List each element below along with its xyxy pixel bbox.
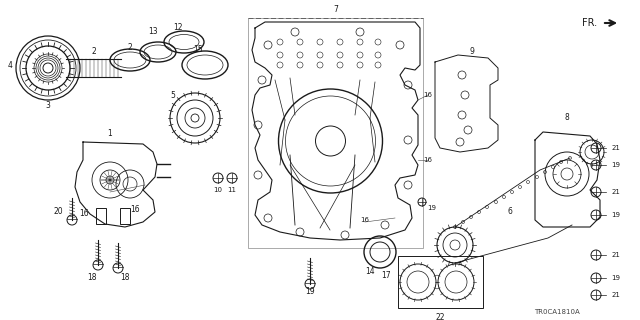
Text: 2: 2 <box>91 47 96 57</box>
Text: 21: 21 <box>612 292 620 298</box>
Text: 16: 16 <box>424 92 433 98</box>
Text: 13: 13 <box>148 28 158 36</box>
Text: 16: 16 <box>360 217 369 223</box>
Text: 21: 21 <box>612 252 620 258</box>
Text: 3: 3 <box>45 101 51 110</box>
Bar <box>120 208 130 224</box>
Text: 20: 20 <box>53 207 63 217</box>
Text: 8: 8 <box>564 114 570 123</box>
Text: 1: 1 <box>108 130 113 139</box>
Text: 14: 14 <box>365 268 375 276</box>
Text: 21: 21 <box>612 145 620 151</box>
Text: 9: 9 <box>470 47 474 57</box>
Bar <box>248 18 423 248</box>
Text: 19: 19 <box>611 212 621 218</box>
Text: 7: 7 <box>333 5 338 14</box>
Bar <box>398 256 483 308</box>
Text: 19: 19 <box>305 287 315 297</box>
Text: 21: 21 <box>612 189 620 195</box>
Text: 6: 6 <box>508 207 513 217</box>
Text: 16: 16 <box>79 210 89 219</box>
Text: 2: 2 <box>127 44 132 52</box>
Text: 19: 19 <box>428 205 436 211</box>
Text: 4: 4 <box>8 61 12 70</box>
Text: 16: 16 <box>130 205 140 214</box>
Text: 12: 12 <box>173 23 183 33</box>
Text: 10: 10 <box>214 187 223 193</box>
Text: 16: 16 <box>424 157 433 163</box>
Text: 19: 19 <box>611 162 621 168</box>
Text: 17: 17 <box>381 271 391 281</box>
Text: 5: 5 <box>171 92 175 100</box>
Bar <box>96 208 106 224</box>
Text: 19: 19 <box>611 275 621 281</box>
Text: TR0CA1810A: TR0CA1810A <box>534 309 580 315</box>
Text: 18: 18 <box>120 274 130 283</box>
Text: 15: 15 <box>193 45 203 54</box>
Text: 11: 11 <box>227 187 237 193</box>
Text: 18: 18 <box>87 274 97 283</box>
Text: 22: 22 <box>435 314 445 320</box>
Text: FR.: FR. <box>582 18 597 28</box>
